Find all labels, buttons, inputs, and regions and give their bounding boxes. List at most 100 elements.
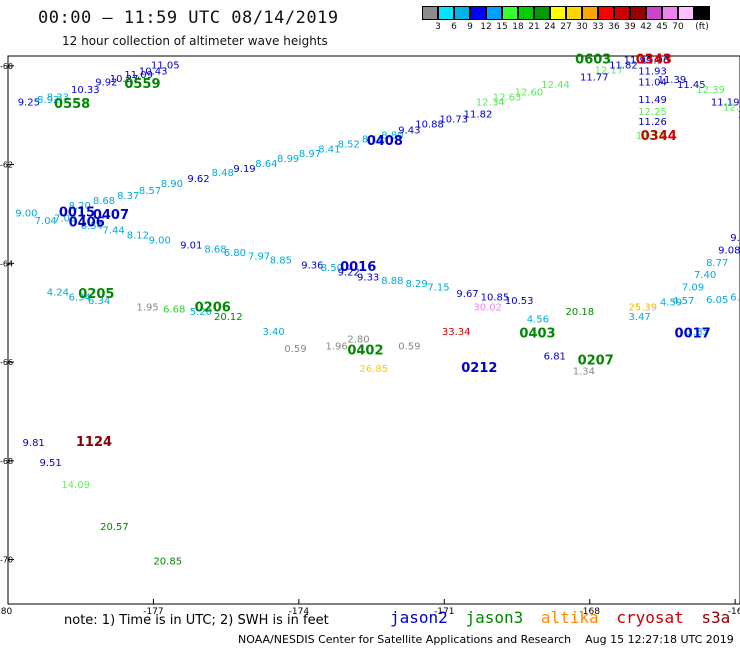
swh-value-label: 8.85 <box>270 255 292 266</box>
pass-time-label: 0205 <box>78 287 114 302</box>
swh-value-label: 9.62 <box>187 174 209 185</box>
swh-value-label: 9.67 <box>456 289 478 300</box>
swh-value-label: 9.00 <box>149 236 171 247</box>
swh-value-label: 7.44 <box>103 226 125 237</box>
pass-time-label: 0212 <box>461 361 497 376</box>
swh-value-label: 14.09 <box>61 480 90 491</box>
swh-value-label: 6.80 <box>224 248 246 259</box>
pass-time-label: 0406 <box>69 215 105 230</box>
color-scale-swatch <box>582 6 598 20</box>
color-scale-label: 36 <box>608 22 620 32</box>
swh-value-label: 8.29 <box>406 279 428 290</box>
y-tick-label: -62 <box>0 161 13 170</box>
swh-value-label: 11.99 <box>624 55 653 66</box>
color-scale-swatch <box>534 6 550 20</box>
pass-time-label: 0207 <box>578 354 614 369</box>
pass-time-label: 0558 <box>54 97 90 112</box>
color-scale-swatch <box>662 6 678 20</box>
color-scale-label: 39 <box>624 22 636 32</box>
color-scale-label: 15 <box>496 22 508 32</box>
swh-value-label: 10.43 <box>139 66 168 77</box>
color-scale-label: 12 <box>480 22 492 32</box>
swh-value-label: 9.00 <box>15 208 37 219</box>
swh-value-label: 3.85 <box>687 327 709 338</box>
swh-value-label: 9.01 <box>180 241 202 252</box>
x-tick-label: -171 <box>434 607 454 617</box>
swh-value-label: 2.80 <box>347 334 369 345</box>
swh-value-label: 7.04 <box>35 216 57 227</box>
swh-value-label: 8.68 <box>93 196 115 207</box>
y-tick-label: -64 <box>0 259 13 268</box>
swh-value-label: 6.34 <box>69 292 91 303</box>
color-scale-swatch <box>550 6 566 20</box>
swh-value-label: 11.09 <box>124 70 153 81</box>
legend-jason3: jason3 <box>465 608 524 627</box>
swh-value-label: 12.17 <box>595 65 624 76</box>
swh-value-label: 1.96 <box>326 342 348 353</box>
color-scale-label: 42 <box>640 22 652 32</box>
swh-value-label: 26.85 <box>359 364 388 375</box>
swh-value-label: 12.33 <box>636 131 665 142</box>
swh-value-label: 8.41 <box>318 144 340 155</box>
swh-value-label: 12.25 <box>638 107 667 118</box>
swh-value-label: 11.45 <box>677 80 706 91</box>
satellite-legend: jason2 jason3 altika cryosat s3a <box>390 608 738 627</box>
swh-value-label: 7.09 <box>682 283 704 294</box>
color-scale-label: 18 <box>512 22 524 32</box>
swh-value-label: 1.34 <box>573 366 595 377</box>
swh-value-label: 11.05 <box>151 60 180 71</box>
color-scale-label: 6 <box>451 22 457 32</box>
color-scale-swatch <box>630 6 646 20</box>
swh-value-label: 5.20 <box>190 307 212 318</box>
swh-value-label: 30.02 <box>473 302 502 313</box>
swh-value-label: 11.26 <box>638 117 667 128</box>
swh-value-label: 3.47 <box>629 312 651 323</box>
color-scale-label: 3 <box>435 22 441 32</box>
swh-value-label: 6.68 <box>163 305 185 316</box>
swh-value-label: 4.24 <box>47 287 69 298</box>
swh-value-label: 25.39 <box>629 302 658 313</box>
page-subtitle: 12 hour collection of altimeter wave hei… <box>62 34 328 48</box>
color-scale-swatch <box>486 6 502 20</box>
swh-value-label: 8.64 <box>255 159 277 170</box>
y-tick-label: -70 <box>0 556 13 565</box>
swh-value-label: 12.60 <box>515 87 544 98</box>
swh-value-label: 1.95 <box>136 302 158 313</box>
swh-value-label: 9.92 <box>95 78 117 89</box>
swh-value-label: 6.05 <box>706 295 728 306</box>
swh-value-label: 6.81 <box>544 352 566 363</box>
color-scale-label: 30 <box>576 22 588 32</box>
y-tick-label: -60 <box>0 62 13 71</box>
pass-time-label: 0407 <box>93 208 129 223</box>
swh-value-label: 11.49 <box>638 95 667 106</box>
swh-value-label: 8.99 <box>277 154 299 165</box>
swh-value-label: 9.33 <box>357 273 379 284</box>
swh-value-label: 12.44 <box>541 80 570 91</box>
color-scale-label: 27 <box>560 22 572 32</box>
color-scale-swatch <box>678 6 694 20</box>
swh-value-label: 3.40 <box>263 327 285 338</box>
swh-value-label: 11.04 <box>638 78 667 89</box>
y-tick-label: -66 <box>0 358 13 367</box>
color-scale-swatch <box>470 6 486 20</box>
swh-value-label: 9.43 <box>398 126 420 137</box>
pass-time-label: 0343 <box>636 52 672 67</box>
swh-value-label: 33.34 <box>442 327 471 338</box>
swh-value-label: 9.42 <box>730 233 740 244</box>
swh-value-label: 11.19 <box>711 97 740 108</box>
swh-value-label: 6.34 <box>88 296 110 307</box>
swh-value-label: 11.82 <box>609 60 638 71</box>
swh-value-label: 8.90 <box>161 179 183 190</box>
swh-value-label: 10.27 <box>110 74 139 85</box>
swh-value-label: 6.54 <box>81 221 103 232</box>
swh-value-label: 8.80 <box>381 130 403 141</box>
swh-value-label: 9.51 <box>40 458 62 469</box>
pass-time-label: 0408 <box>367 134 403 149</box>
x-tick-label: -180 <box>0 607 12 617</box>
swh-value-label: 8.68 <box>204 244 226 255</box>
color-scale-label: 24 <box>544 22 556 32</box>
footer-note: note: 1) Time is in UTC; 2) SWH is in fe… <box>64 613 329 628</box>
map-frame <box>7 55 740 605</box>
pass-time-label: 0206 <box>195 301 231 316</box>
